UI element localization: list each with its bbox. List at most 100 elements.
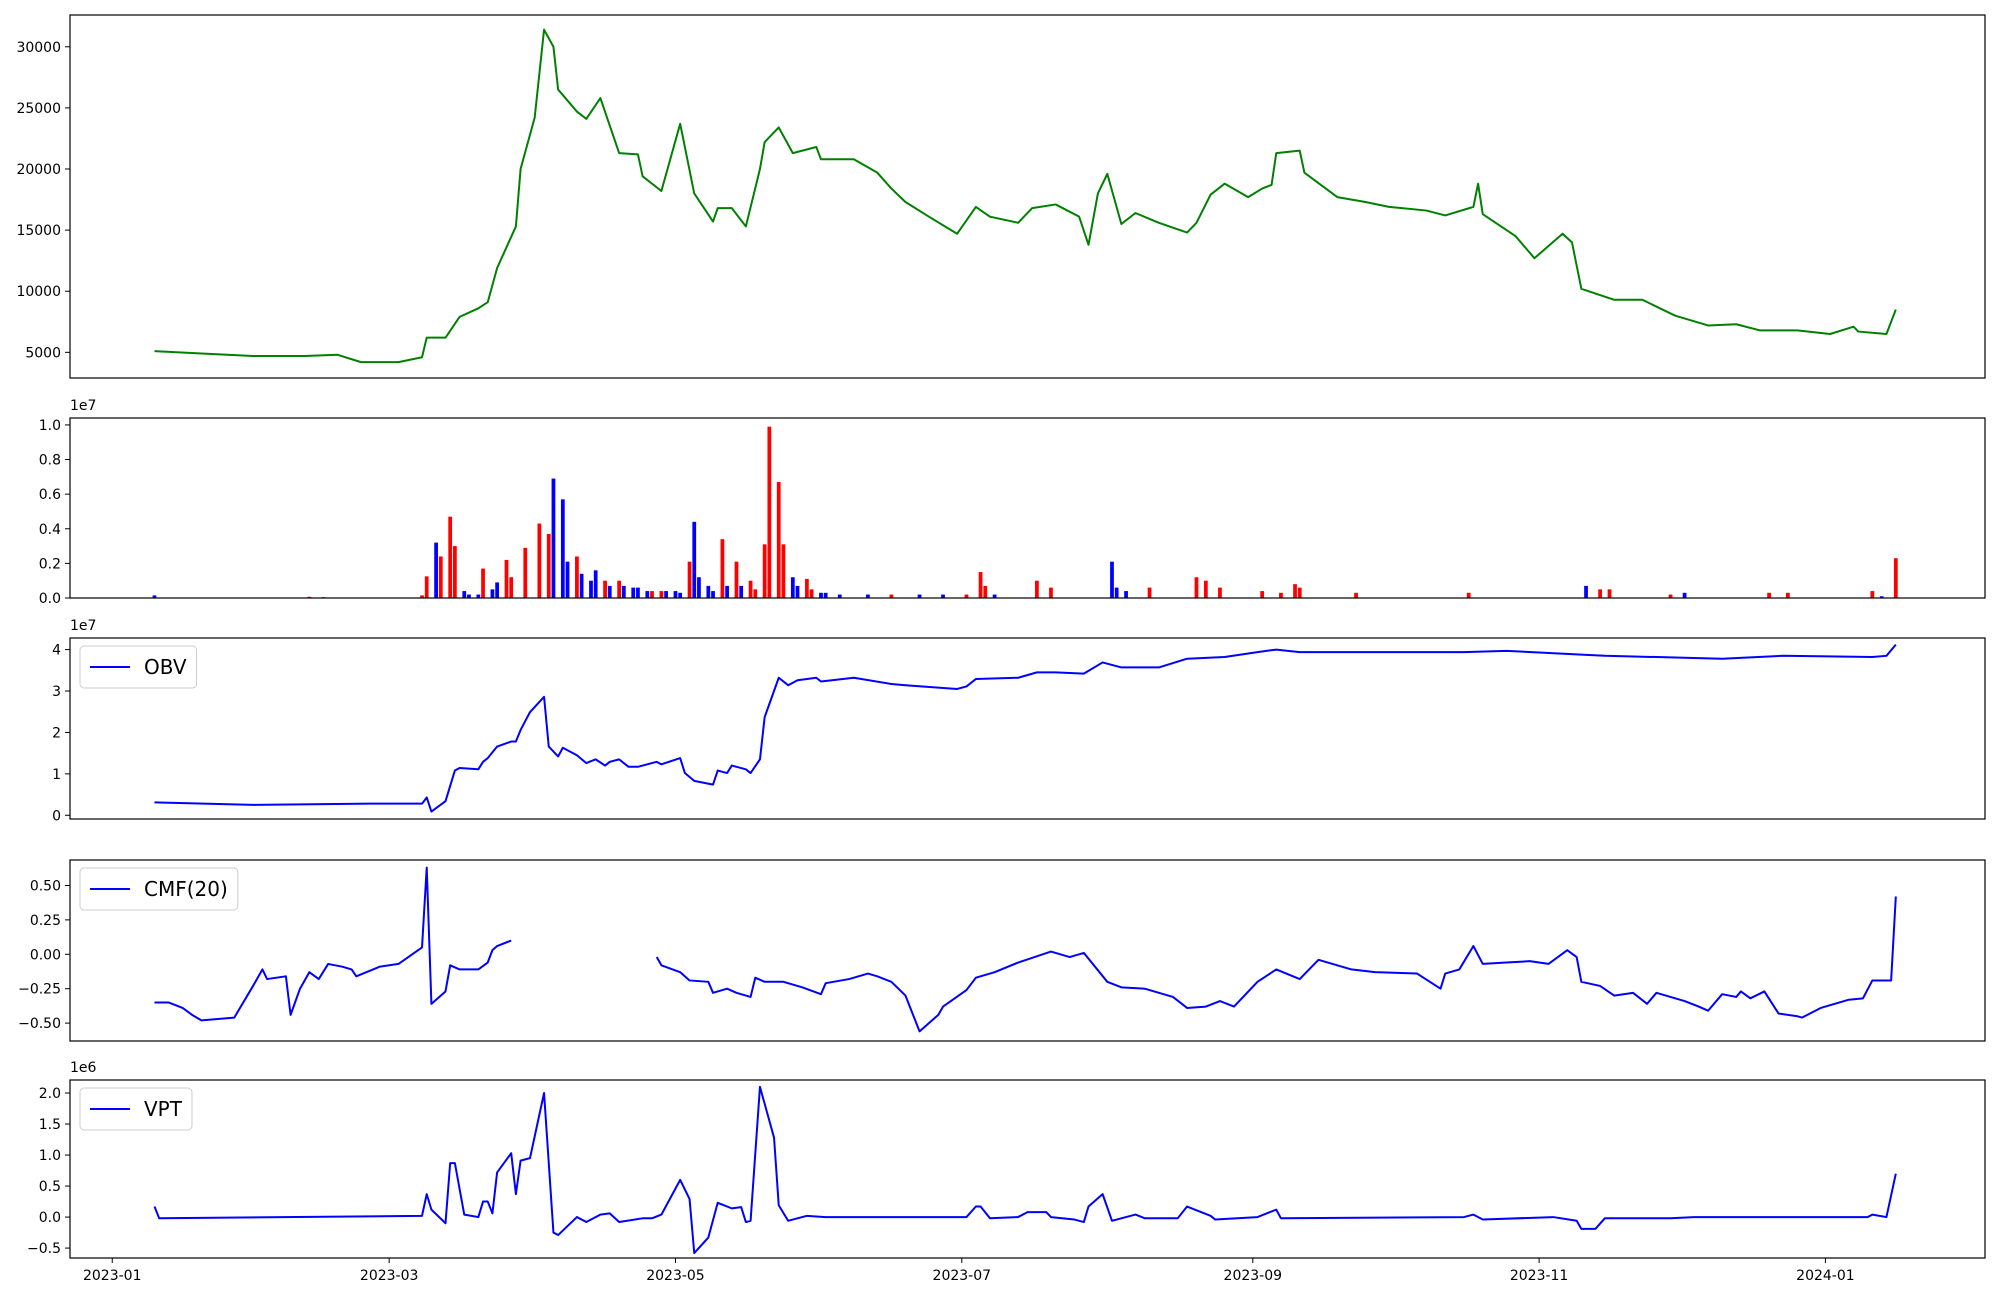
y-tick-label: 10000 <box>16 284 61 300</box>
volume-bar <box>1035 580 1039 598</box>
volume-bar <box>560 499 565 598</box>
volume-bar <box>711 591 715 598</box>
volume-bar <box>978 572 983 598</box>
y-tick-label: 30000 <box>16 40 61 56</box>
volume-bar <box>866 594 870 598</box>
volume-bar <box>575 556 579 598</box>
volume-bar <box>809 589 814 598</box>
volume-bar <box>617 580 622 598</box>
y-tick-label: 0.50 <box>30 878 61 894</box>
y-tick-label: 0.0 <box>39 591 61 607</box>
volume-bar <box>1194 577 1199 598</box>
volume-bar <box>420 595 424 598</box>
axes-frame <box>69 417 1986 599</box>
y-tick-label: 0.00 <box>30 947 61 963</box>
volume-bar <box>762 544 767 598</box>
volume-bar <box>1466 592 1471 598</box>
volume-bar <box>687 561 692 598</box>
volume-bar <box>509 577 514 598</box>
axes-frame <box>69 637 1986 820</box>
volume-bar <box>1279 592 1283 598</box>
volume-bar <box>823 592 828 598</box>
volume-bar <box>537 523 542 598</box>
volume-bar <box>964 594 969 598</box>
volume-bar <box>1893 558 1898 598</box>
volume-bar <box>1607 589 1612 598</box>
volume-bar <box>490 589 495 598</box>
volume-bar <box>565 561 570 598</box>
data-line <box>154 28 1897 364</box>
x-tick-label: 2023-05 <box>646 1268 705 1284</box>
x-tick-label: 2023-07 <box>933 1268 992 1284</box>
volume-bar <box>781 544 786 598</box>
volume-bar <box>697 577 701 598</box>
y-tick-label: 2.0 <box>39 1086 61 1102</box>
y-tick-label: 0.6 <box>39 487 61 503</box>
y-tick-label: 1.0 <box>39 1148 61 1164</box>
volume-bar <box>631 587 636 598</box>
volume-bar <box>307 596 312 598</box>
volume-bar <box>748 580 753 598</box>
data-line <box>153 1085 1897 1255</box>
legend-box <box>79 1087 193 1131</box>
volume-bar <box>1668 594 1673 598</box>
volume-bar <box>424 576 429 598</box>
x-tick-label: 2023-03 <box>360 1268 419 1284</box>
volume-bar <box>645 591 650 598</box>
volume-bar <box>467 594 471 598</box>
volume-bar <box>1870 591 1875 598</box>
volume-bar <box>593 570 598 598</box>
y-tick-label: 20000 <box>16 162 61 178</box>
y-offset-label: 1e7 <box>70 398 96 414</box>
volume-bar <box>546 533 551 598</box>
volume-bar <box>1203 580 1208 598</box>
volume-bar <box>1767 592 1771 598</box>
volume-bar <box>790 577 795 598</box>
volume-bar <box>603 580 607 598</box>
volume-bar <box>1598 589 1602 598</box>
volume-bar <box>678 592 683 598</box>
volume-bar <box>1260 591 1265 598</box>
volume-bar <box>659 591 664 598</box>
volume-bar <box>776 482 781 598</box>
y-tick-label: 0.2 <box>39 556 61 572</box>
volume-bar <box>579 573 584 598</box>
legend-box <box>79 645 198 689</box>
y-tick-label: −0.50 <box>18 1016 61 1032</box>
volume-bar <box>1293 584 1297 598</box>
legend: VPT <box>79 1087 193 1131</box>
legend-label: CMF(20) <box>144 877 228 901</box>
volume-bar <box>504 559 509 598</box>
data-line <box>154 643 1897 813</box>
volume-bar <box>795 585 800 598</box>
y-tick-label: 0 <box>52 808 61 824</box>
volume-bar <box>941 594 945 598</box>
y-tick-label: 0.0 <box>39 1210 61 1226</box>
subplot: −0.5 0.0 0.5 1.0 1.5 2.0 1e6 2023-01 2023-03 2023… <box>27 1060 1986 1284</box>
y-tick-label: 0.8 <box>39 453 61 469</box>
volume-bar <box>1297 587 1302 598</box>
volume-bar <box>720 539 725 598</box>
data-line <box>154 866 1897 1033</box>
x-tick-label: 2023-09 <box>1224 1268 1283 1284</box>
volume-bar <box>734 561 739 598</box>
volume-bar <box>448 516 453 598</box>
legend-label: OBV <box>144 655 187 679</box>
volume-bar <box>1218 587 1222 598</box>
volume-bar <box>462 591 467 598</box>
volume-bar <box>1124 591 1128 598</box>
y-tick-label: −0.25 <box>18 982 61 998</box>
volume-bar <box>739 585 744 598</box>
volume-bar <box>152 595 157 598</box>
subplot: −0.50 −0.25 0.00 0.25 0.50 CMF(20) <box>18 859 1986 1042</box>
axes-frame <box>69 859 1986 1042</box>
subplot: 0 1 2 3 4 1e7 OBV <box>52 618 1986 824</box>
volume-bar <box>819 592 823 598</box>
volume-bar <box>992 594 997 598</box>
volume-bar <box>664 591 668 598</box>
volume-bar <box>767 426 772 598</box>
volume-bar <box>692 521 697 598</box>
volume-bar <box>1049 587 1053 598</box>
y-tick-label: 1.5 <box>39 1117 61 1133</box>
y-tick-label: 25000 <box>16 101 61 117</box>
